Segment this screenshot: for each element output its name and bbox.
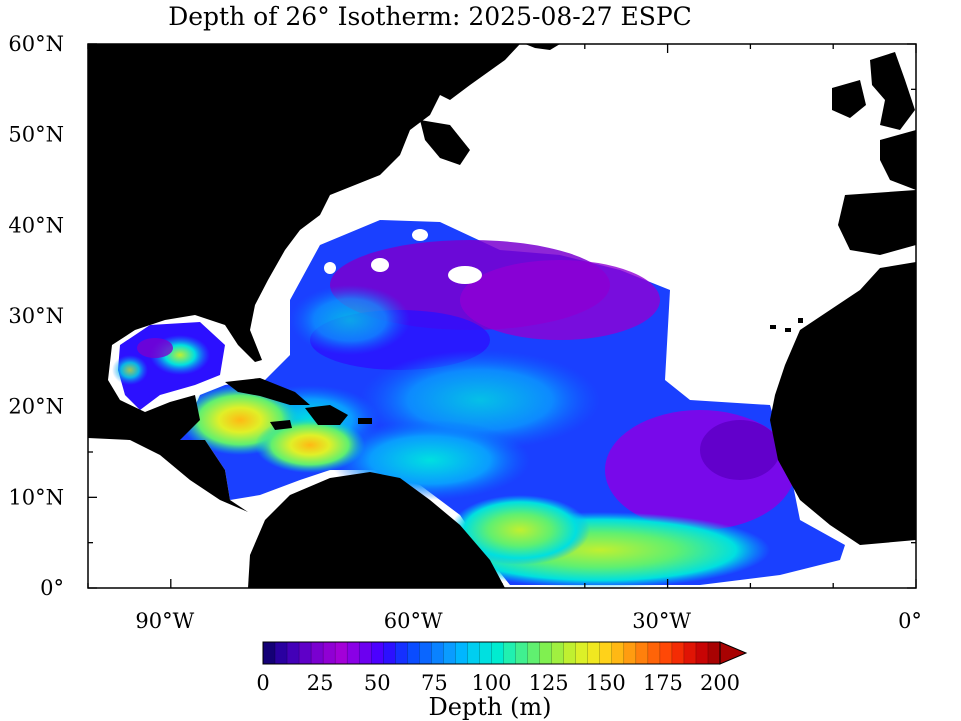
ireland-island	[832, 80, 866, 118]
longitude-label: 60°W	[384, 609, 443, 633]
colorbar-tick-label: 0	[256, 671, 269, 695]
colorbar-swatch	[455, 642, 468, 664]
colorbar-swatch	[587, 642, 601, 664]
land-masses	[88, 44, 916, 588]
colorbar-extend-arrow	[719, 641, 748, 665]
colorbar-swatch	[467, 642, 480, 664]
axis-ticks	[87, 43, 917, 589]
colorbar-swatch	[563, 642, 577, 664]
latitude-label: 20°N	[8, 395, 64, 419]
colorbar-swatch	[611, 642, 625, 664]
colorbar-swatch	[647, 642, 661, 664]
colorbar-swatch	[515, 642, 529, 664]
colorbar-tick-labels: 0 25 50 75 100 125 150 175 200	[256, 671, 740, 695]
colorbar-swatch	[479, 642, 492, 664]
colorbar-swatch	[347, 642, 360, 664]
colorbar-tick-label: 125	[529, 671, 569, 695]
latitude-label: 10°N	[8, 485, 64, 509]
canary-island	[785, 328, 791, 332]
colorbar-swatch	[503, 642, 517, 664]
latitude-labels: 60°N 50°N 40°N 30°N 20°N 10°N 0°	[8, 32, 64, 600]
latitude-label: 60°N	[8, 32, 64, 56]
colorbar-swatch	[623, 642, 637, 664]
colorbar	[262, 641, 748, 665]
colorbar-swatch	[659, 642, 673, 664]
arctic-island	[250, 62, 285, 88]
colorbar-swatch	[323, 642, 336, 664]
colorbar-title: Depth (m)	[428, 693, 552, 721]
colorbar-swatch	[383, 642, 396, 664]
colorbar-tick-label: 175	[643, 671, 683, 695]
colorbar-swatch	[683, 642, 697, 664]
newfoundland-island	[420, 120, 470, 165]
iberia-landmass	[838, 190, 916, 255]
colorbar-swatch	[395, 642, 408, 664]
puerto-rico-island	[358, 418, 372, 424]
colorbar-swatch	[275, 642, 288, 664]
colorbar-swatch	[635, 642, 649, 664]
canary-island	[798, 318, 803, 323]
isotherm-depth-field	[112, 220, 845, 588]
colorbar-swatch	[671, 642, 685, 664]
colorbar-swatch	[431, 642, 444, 664]
latitude-label: 30°N	[8, 304, 64, 328]
colorbar-swatch	[371, 642, 384, 664]
cuba-island	[225, 378, 310, 405]
colorbar-swatch	[575, 642, 589, 664]
colorbar-swatch	[599, 642, 613, 664]
africa-landmass	[770, 262, 916, 545]
south-america-landmass	[248, 472, 505, 588]
colorbar-swatch	[443, 642, 456, 664]
canary-island	[770, 325, 776, 329]
colorbar-swatch	[539, 642, 553, 664]
longitude-label: 90°W	[135, 609, 194, 633]
colorbar-tick-label: 200	[700, 671, 740, 695]
longitude-labels: 90°W 60°W 30°W 0°	[135, 609, 922, 633]
colorbar-swatch	[551, 642, 565, 664]
colorbar-swatch	[707, 642, 721, 664]
latitude-label: 40°N	[8, 213, 64, 237]
france-landmass	[880, 130, 916, 190]
colorbar-swatch	[695, 642, 709, 664]
colorbar-swatch	[311, 642, 324, 664]
longitude-label: 0°	[898, 609, 922, 633]
colorbar-tick-label: 100	[471, 671, 511, 695]
colorbar-tick-label: 25	[307, 671, 334, 695]
colorbar-swatch	[359, 642, 372, 664]
latitude-label: 0°	[40, 576, 64, 600]
great-britain-island	[870, 52, 915, 130]
colorbar-swatch	[407, 642, 420, 664]
colorbar-swatch	[287, 642, 300, 664]
colorbar-swatch	[527, 642, 541, 664]
latitude-label: 50°N	[8, 123, 64, 147]
north-america-landmass	[88, 44, 520, 512]
map-title: Depth of 26° Isotherm: 2025-08-27 ESPC	[168, 2, 692, 31]
map-area	[88, 44, 916, 588]
colorbar-tick-label: 75	[421, 671, 448, 695]
colorbar-swatch	[263, 642, 276, 664]
longitude-label: 30°W	[632, 609, 691, 633]
greenland-tip	[525, 44, 560, 50]
colorbar-swatch	[299, 642, 312, 664]
colorbar-tick-label: 150	[586, 671, 626, 695]
jamaica-island	[270, 420, 292, 430]
colorbar-swatch	[335, 642, 348, 664]
colorbar-swatch	[419, 642, 432, 664]
colorbar-swatch	[491, 642, 505, 664]
colorbar-tick-label: 50	[364, 671, 391, 695]
hispaniola-island	[305, 405, 348, 425]
